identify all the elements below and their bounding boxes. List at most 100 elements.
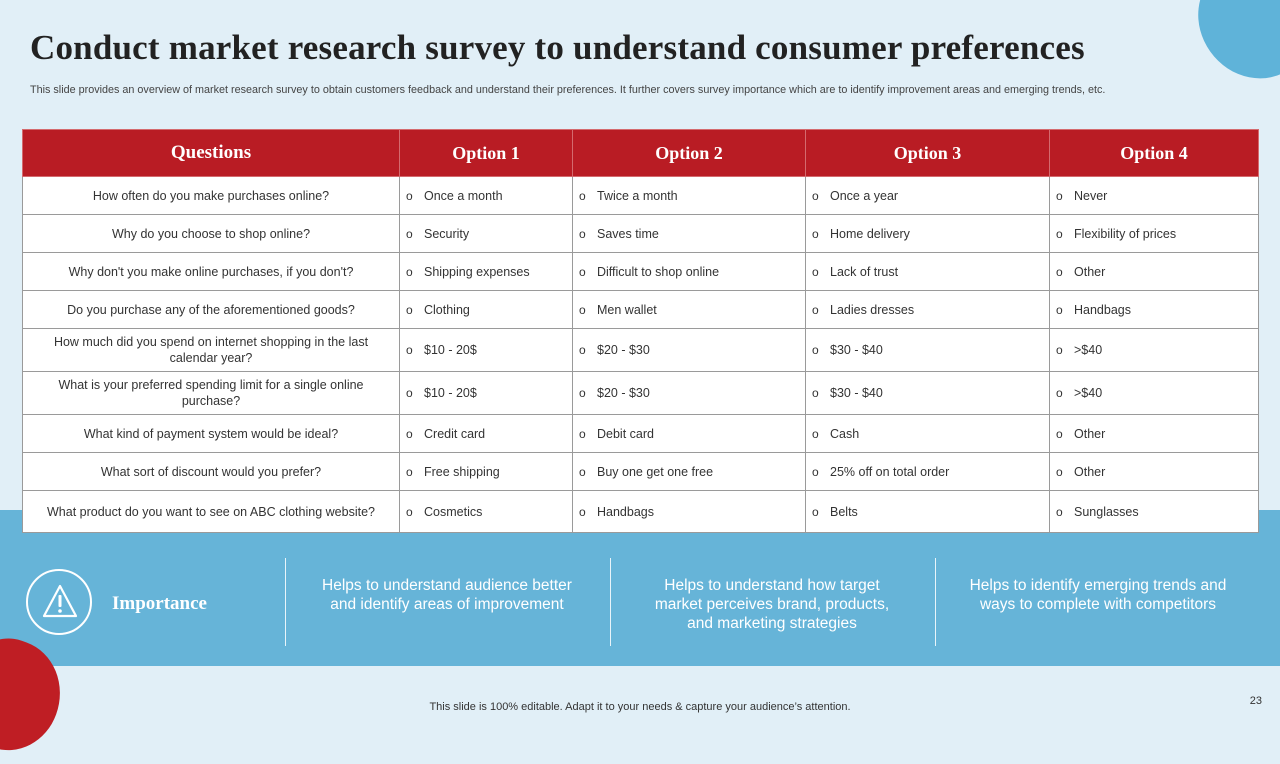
bullet-icon: o — [406, 188, 413, 203]
survey-table: Questions Option 1 Option 2 Option 3 Opt… — [22, 129, 1259, 533]
option-cell: o $30 - $40 — [805, 328, 1050, 372]
option-text: Handbags — [1074, 302, 1131, 317]
option-text: Free shipping — [424, 464, 500, 479]
option-text: >$40 — [1074, 343, 1103, 357]
importance-icon-circle — [26, 569, 92, 635]
option-text: 25% off on total order — [830, 464, 950, 479]
option-text: Once a year — [830, 188, 899, 203]
option-cell: o Clothing — [399, 290, 573, 329]
option-cell: o Ladies dresses — [805, 290, 1050, 329]
option-cell: o 25% off on total order — [805, 452, 1050, 491]
header-option-2: Option 2 — [572, 129, 806, 177]
option-cell: o Difficult to shop online — [572, 252, 806, 291]
decorative-blob-top-right — [1179, 0, 1280, 98]
option-cell: o Shipping expenses — [399, 252, 573, 291]
table-row: What kind of payment system would be ide… — [22, 414, 1259, 453]
option-cell: o >$40 — [1049, 328, 1259, 372]
table-row: How much did you spend on internet shopp… — [22, 328, 1259, 372]
option-text: Other — [1074, 264, 1106, 279]
option-text: Home delivery — [830, 226, 910, 241]
option-text: Debit card — [597, 426, 654, 441]
bullet-icon: o — [1056, 504, 1063, 519]
option-cell: o Belts — [805, 490, 1050, 533]
bullet-icon: o — [812, 464, 819, 479]
importance-point-1: Helps to understand audience better and … — [322, 577, 572, 613]
bullet-icon: o — [406, 386, 413, 400]
table-row: Do you purchase any of the aforementione… — [22, 290, 1259, 329]
bullet-icon: o — [579, 504, 586, 519]
table-row: What is your preferred spending limit fo… — [22, 371, 1259, 415]
bullet-icon: o — [579, 464, 586, 479]
option-cell: o Saves time — [572, 214, 806, 253]
bullet-icon: o — [812, 302, 819, 317]
bullet-icon: o — [579, 302, 586, 317]
header-questions: Questions — [22, 129, 400, 177]
option-text: Belts — [830, 504, 858, 519]
table-header-row: Questions Option 1 Option 2 Option 3 Opt… — [22, 129, 1259, 177]
option-text: Difficult to shop online — [597, 264, 720, 279]
bullet-icon: o — [1056, 343, 1063, 357]
importance-point-3: Helps to identify emerging trends and wa… — [969, 577, 1227, 613]
bullet-icon: o — [812, 504, 819, 519]
bullet-icon: o — [1056, 464, 1063, 479]
option-cell: o >$40 — [1049, 371, 1259, 415]
bullet-icon: o — [812, 188, 819, 203]
question-cell: What sort of discount would you prefer? — [22, 452, 400, 491]
bullet-icon: o — [1056, 264, 1063, 279]
option-text: Cash — [830, 426, 860, 441]
bullet-icon: o — [812, 386, 819, 400]
option-cell: o Men wallet — [572, 290, 806, 329]
option-text: Lack of trust — [830, 264, 899, 279]
option-text: Other — [1074, 426, 1106, 441]
question-cell: Why do you choose to shop online? — [22, 214, 400, 253]
option-cell: o Cash — [805, 414, 1050, 453]
option-text: $30 - $40 — [830, 343, 883, 357]
option-text: Shipping expenses — [424, 264, 530, 279]
bullet-icon: o — [579, 343, 586, 357]
importance-divider — [935, 558, 936, 646]
option-text: Clothing — [424, 302, 470, 317]
bullet-icon: o — [1056, 426, 1063, 441]
bullet-icon: o — [579, 188, 586, 203]
bullet-icon: o — [406, 264, 413, 279]
bullet-icon: o — [1056, 226, 1063, 241]
option-cell: o Home delivery — [805, 214, 1050, 253]
option-cell: o Once a month — [399, 176, 573, 215]
option-text: Security — [424, 226, 470, 241]
warning-icon — [42, 584, 78, 618]
option-text: $10 - 20$ — [424, 343, 477, 357]
question-cell: What product do you want to see on ABC c… — [22, 490, 400, 533]
option-cell: o Handbags — [572, 490, 806, 533]
bullet-icon: o — [406, 226, 413, 241]
option-text: Flexibility of prices — [1074, 226, 1177, 241]
footer-note: This slide is 100% editable. Adapt it to… — [429, 701, 851, 713]
option-text: $10 - 20$ — [424, 386, 477, 400]
option-cell: o Once a year — [805, 176, 1050, 215]
header-option-3: Option 3 — [805, 129, 1050, 177]
bullet-icon: o — [812, 343, 819, 357]
option-cell: o Other — [1049, 252, 1259, 291]
option-text: Credit card — [424, 426, 486, 441]
option-cell: o Other — [1049, 414, 1259, 453]
bullet-icon: o — [1056, 188, 1063, 203]
option-cell: o Buy one get one free — [572, 452, 806, 491]
option-cell: o $10 - 20$ — [399, 328, 573, 372]
option-cell: o $20 - $30 — [572, 371, 806, 415]
bullet-icon: o — [579, 226, 586, 241]
option-cell: o $20 - $30 — [572, 328, 806, 372]
table-row: Why don't you make online purchases, if … — [22, 252, 1259, 291]
option-text: Men wallet — [597, 302, 657, 317]
importance-point-2: Helps to understand how target market pe… — [654, 577, 890, 632]
bullet-icon: o — [406, 464, 413, 479]
question-cell: What kind of payment system would be ide… — [22, 414, 400, 453]
option-cell: o Debit card — [572, 414, 806, 453]
option-text: Cosmetics — [424, 504, 483, 519]
option-text: >$40 — [1074, 386, 1103, 400]
bullet-icon: o — [406, 504, 413, 519]
bullet-icon: o — [406, 343, 413, 357]
importance-band — [0, 510, 1280, 666]
header-option-1: Option 1 — [399, 129, 573, 177]
bullet-icon: o — [579, 386, 586, 400]
option-text: Never — [1074, 188, 1108, 203]
question-cell: Why don't you make online purchases, if … — [22, 252, 400, 291]
